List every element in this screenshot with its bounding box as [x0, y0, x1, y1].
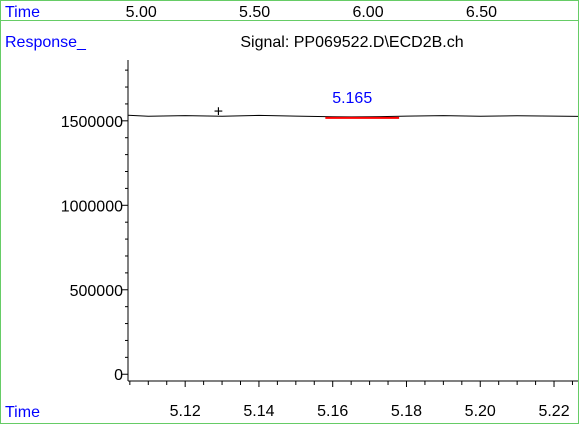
top-time-axis: Time 5.00 5.50 6.00 6.50 [5, 4, 497, 21]
top-axis-tick-label: 5.00 [126, 4, 157, 21]
y-tick-label: 1500000 [61, 114, 123, 131]
plus-marker: + [214, 104, 223, 121]
x-tick-label: 5.12 [170, 403, 201, 420]
bottom-time-axis: 5.12 5.14 5.16 5.18 5.20 5.22 Time [5, 380, 578, 421]
y-tick-label: 500000 [70, 283, 123, 300]
chart-title: Signal: PP069522.D\ECD2B.ch [240, 34, 463, 51]
y-tick-label: 1000000 [61, 198, 123, 215]
signal-line [127, 114, 579, 118]
x-tick-label: 5.18 [391, 403, 422, 420]
top-axis-tick-label: 6.50 [466, 4, 497, 21]
peak-annotations: 5.165 + [214, 90, 400, 121]
x-tick-label: 5.22 [538, 403, 569, 420]
x-tick-label: 5.14 [243, 403, 274, 420]
x-axis-label: Time [5, 404, 40, 421]
y-axis-label: Response_ [5, 34, 87, 51]
x-tick-label: 5.16 [317, 403, 348, 420]
top-axis-label: Time [5, 4, 40, 21]
response-axis: Response_ Signal: PP069522.D\ECD2B.ch 0 500… [5, 34, 464, 384]
top-axis-tick-label: 6.00 [352, 4, 383, 21]
peak-label: 5.165 [332, 90, 372, 107]
y-tick-label: 0 [114, 367, 123, 384]
top-axis-tick-label: 5.50 [239, 4, 270, 21]
signal-series [127, 114, 579, 118]
x-tick-label: 5.20 [465, 403, 496, 420]
